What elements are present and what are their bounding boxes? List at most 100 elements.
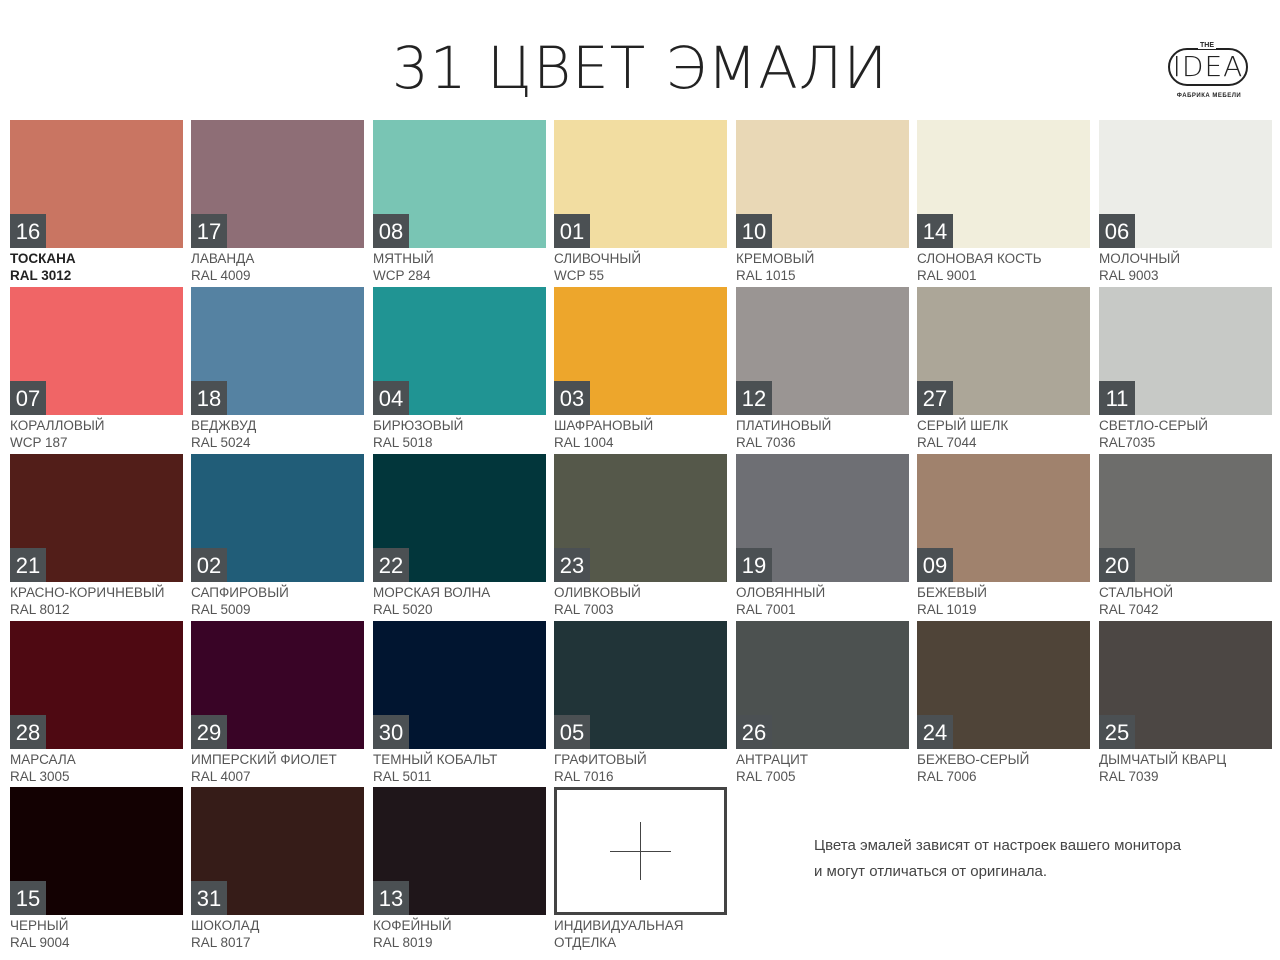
color-swatch[interactable]: 20 bbox=[1099, 454, 1272, 582]
color-cell[interactable]: 15 ЧЕРНЫЙ RAL 9004 bbox=[10, 787, 183, 951]
color-cell[interactable]: 31 ШОКОЛАД RAL 8017 bbox=[191, 787, 364, 951]
color-cell[interactable]: 07 КОРАЛЛОВЫЙ WCP 187 bbox=[10, 287, 183, 451]
color-swatch[interactable]: 11 bbox=[1099, 287, 1272, 415]
color-name: МОЛОЧНЫЙ bbox=[1099, 251, 1181, 266]
color-name: ДЫМЧАТЫЙ КВАРЦ bbox=[1099, 752, 1227, 767]
color-cell[interactable]: 18 ВЕДЖВУД RAL 5024 bbox=[191, 287, 364, 451]
color-cell[interactable]: 19 ОЛОВЯННЫЙ RAL 7001 bbox=[736, 454, 909, 618]
color-code: RAL 9001 bbox=[917, 268, 977, 283]
color-swatch[interactable]: 16 bbox=[10, 120, 183, 248]
color-cell[interactable]: 30 ТЕМНЫЙ КОБАЛЬТ RAL 5011 bbox=[373, 621, 546, 785]
color-number-badge: 09 bbox=[917, 548, 953, 582]
color-cell[interactable]: 29 ИМПЕРСКИЙ ФИОЛЕТ RAL 4007 bbox=[191, 621, 364, 785]
color-name: ЧЕРНЫЙ bbox=[10, 918, 69, 933]
color-swatch[interactable]: 09 bbox=[917, 454, 1090, 582]
color-number-badge: 04 bbox=[373, 381, 409, 415]
color-number-badge: 24 bbox=[917, 715, 953, 749]
color-code: RAL 5024 bbox=[191, 435, 251, 450]
color-cell[interactable]: 12 ПЛАТИНОВЫЙ RAL 7036 bbox=[736, 287, 909, 451]
color-number-badge: 15 bbox=[10, 881, 46, 915]
custom-finish-swatch[interactable] bbox=[554, 787, 727, 915]
color-name: ПЛАТИНОВЫЙ bbox=[736, 418, 832, 433]
color-swatch[interactable]: 17 bbox=[191, 120, 364, 248]
color-swatch[interactable]: 30 bbox=[373, 621, 546, 749]
color-name: ГРАФИТОВЫЙ bbox=[554, 752, 647, 767]
color-swatch[interactable]: 18 bbox=[191, 287, 364, 415]
color-cell[interactable]: 25 ДЫМЧАТЫЙ КВАРЦ RAL 7039 bbox=[1099, 621, 1272, 785]
color-number-badge: 03 bbox=[554, 381, 590, 415]
logo: THE IDEA ФАБРИКА МЕБЕЛИ bbox=[1164, 42, 1254, 102]
color-swatch[interactable]: 07 bbox=[10, 287, 183, 415]
color-cell[interactable]: 06 МОЛОЧНЫЙ RAL 9003 bbox=[1099, 120, 1272, 284]
color-swatch[interactable]: 06 bbox=[1099, 120, 1272, 248]
color-name: ШОКОЛАД bbox=[191, 918, 260, 933]
color-name: КРАСНО-КОРИЧНЕВЫЙ bbox=[10, 585, 165, 600]
color-swatch[interactable]: 21 bbox=[10, 454, 183, 582]
color-name: КОФЕЙНЫЙ bbox=[373, 918, 452, 933]
color-number-badge: 19 bbox=[736, 548, 772, 582]
color-number-badge: 18 bbox=[191, 381, 227, 415]
color-swatch[interactable]: 27 bbox=[917, 287, 1090, 415]
color-number-badge: 11 bbox=[1099, 381, 1135, 415]
color-cell[interactable]: 03 ШАФРАНОВЫЙ RAL 1004 bbox=[554, 287, 727, 451]
color-name: КОРАЛЛОВЫЙ bbox=[10, 418, 105, 433]
color-number-badge: 12 bbox=[736, 381, 772, 415]
color-code: RAL 1015 bbox=[736, 268, 796, 283]
color-cell[interactable]: 21 КРАСНО-КОРИЧНЕВЫЙ RAL 8012 bbox=[10, 454, 183, 618]
color-swatch[interactable]: 26 bbox=[736, 621, 909, 749]
color-swatch[interactable]: 15 bbox=[10, 787, 183, 915]
color-cell[interactable]: 14 СЛОНОВАЯ КОСТЬ RAL 9001 bbox=[917, 120, 1090, 284]
color-swatch[interactable]: 23 bbox=[554, 454, 727, 582]
color-cell[interactable]: 04 БИРЮЗОВЫЙ RAL 5018 bbox=[373, 287, 546, 451]
color-cell[interactable]: 16 ТОСКАНА RAL 3012 bbox=[10, 120, 183, 284]
color-cell[interactable]: 13 КОФЕЙНЫЙ RAL 8019 bbox=[373, 787, 546, 951]
color-swatch[interactable]: 24 bbox=[917, 621, 1090, 749]
color-cell[interactable]: 23 ОЛИВКОВЫЙ RAL 7003 bbox=[554, 454, 727, 618]
custom-finish-name-2: ОТДЕЛКА bbox=[554, 935, 617, 950]
color-swatch[interactable]: 12 bbox=[736, 287, 909, 415]
color-swatch[interactable]: 08 bbox=[373, 120, 546, 248]
color-cell[interactable]: 05 ГРАФИТОВЫЙ RAL 7016 bbox=[554, 621, 727, 785]
color-number-badge: 23 bbox=[554, 548, 590, 582]
color-swatch[interactable]: 29 bbox=[191, 621, 364, 749]
color-cell[interactable]: 17 ЛАВАНДА RAL 4009 bbox=[191, 120, 364, 284]
color-name: МЯТНЫЙ bbox=[373, 251, 434, 266]
color-code: RAL 5009 bbox=[191, 602, 251, 617]
color-cell[interactable]: 20 СТАЛЬНОЙ RAL 7042 bbox=[1099, 454, 1272, 618]
color-swatch[interactable]: 02 bbox=[191, 454, 364, 582]
color-swatch[interactable]: 22 bbox=[373, 454, 546, 582]
color-cell[interactable]: 22 МОРСКАЯ ВОЛНА RAL 5020 bbox=[373, 454, 546, 618]
color-swatch[interactable]: 25 bbox=[1099, 621, 1272, 749]
color-number-badge: 25 bbox=[1099, 715, 1135, 749]
logo-name: IDEA bbox=[1168, 48, 1248, 86]
color-swatch[interactable]: 14 bbox=[917, 120, 1090, 248]
color-swatch[interactable]: 04 bbox=[373, 287, 546, 415]
color-swatch[interactable]: 13 bbox=[373, 787, 546, 915]
color-number-badge: 17 bbox=[191, 214, 227, 248]
color-cell[interactable]: 28 МАРСАЛА RAL 3005 bbox=[10, 621, 183, 785]
color-cell[interactable]: 10 КРЕМОВЫЙ RAL 1015 bbox=[736, 120, 909, 284]
color-cell[interactable]: 02 САПФИРОВЫЙ RAL 5009 bbox=[191, 454, 364, 618]
color-code: RAL 7005 bbox=[736, 769, 796, 784]
color-cell[interactable]: 01 СЛИВОЧНЫЙ WCP 55 bbox=[554, 120, 727, 284]
color-swatch[interactable]: 01 bbox=[554, 120, 727, 248]
color-cell[interactable]: 09 БЕЖЕВЫЙ RAL 1019 bbox=[917, 454, 1090, 618]
color-name: БИРЮЗОВЫЙ bbox=[373, 418, 464, 433]
color-cell[interactable]: 27 СЕРЫЙ ШЕЛК RAL 7044 bbox=[917, 287, 1090, 451]
custom-finish-name: ИНДИВИДУАЛЬНАЯ bbox=[554, 918, 684, 933]
color-code: RAL 9003 bbox=[1099, 268, 1159, 283]
color-cell[interactable]: 26 АНТРАЦИТ RAL 7005 bbox=[736, 621, 909, 785]
custom-finish-cell[interactable]: ИНДИВИДУАЛЬНАЯ ОТДЕЛКА bbox=[554, 787, 727, 951]
color-swatch[interactable]: 05 bbox=[554, 621, 727, 749]
color-swatch[interactable]: 19 bbox=[736, 454, 909, 582]
color-swatch[interactable]: 28 bbox=[10, 621, 183, 749]
color-code: RAL 1019 bbox=[917, 602, 977, 617]
color-swatch[interactable]: 10 bbox=[736, 120, 909, 248]
color-number-badge: 31 bbox=[191, 881, 227, 915]
color-cell[interactable]: 24 БЕЖЕВО-СЕРЫЙ RAL 7006 bbox=[917, 621, 1090, 785]
color-name: МОРСКАЯ ВОЛНА bbox=[373, 585, 491, 600]
color-cell[interactable]: 08 МЯТНЫЙ WCP 284 bbox=[373, 120, 546, 284]
color-swatch[interactable]: 31 bbox=[191, 787, 364, 915]
color-cell[interactable]: 11 СВЕТЛО-СЕРЫЙ RAL7035 bbox=[1099, 287, 1272, 451]
color-swatch[interactable]: 03 bbox=[554, 287, 727, 415]
